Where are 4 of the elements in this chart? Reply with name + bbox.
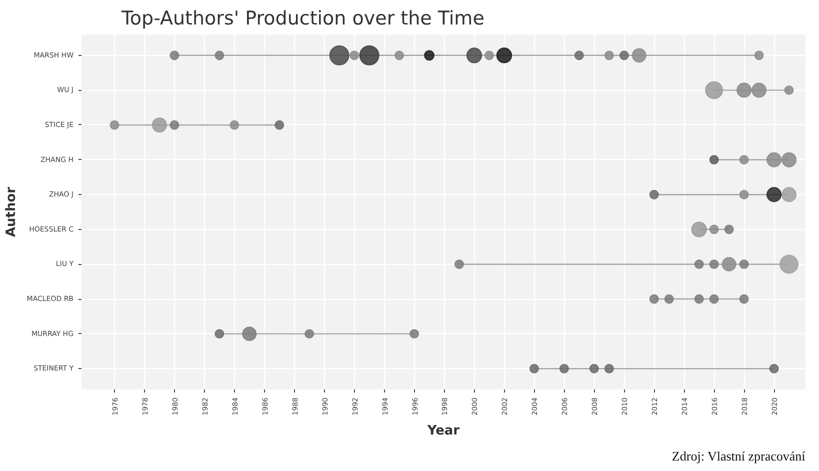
y-axis-title: Author — [4, 186, 19, 238]
x-axis-title: Year — [426, 423, 460, 438]
chart-title: Top-Authors' Production over the Time — [120, 8, 484, 30]
text: Zdroj: Vlastní zpracování — [672, 448, 806, 464]
